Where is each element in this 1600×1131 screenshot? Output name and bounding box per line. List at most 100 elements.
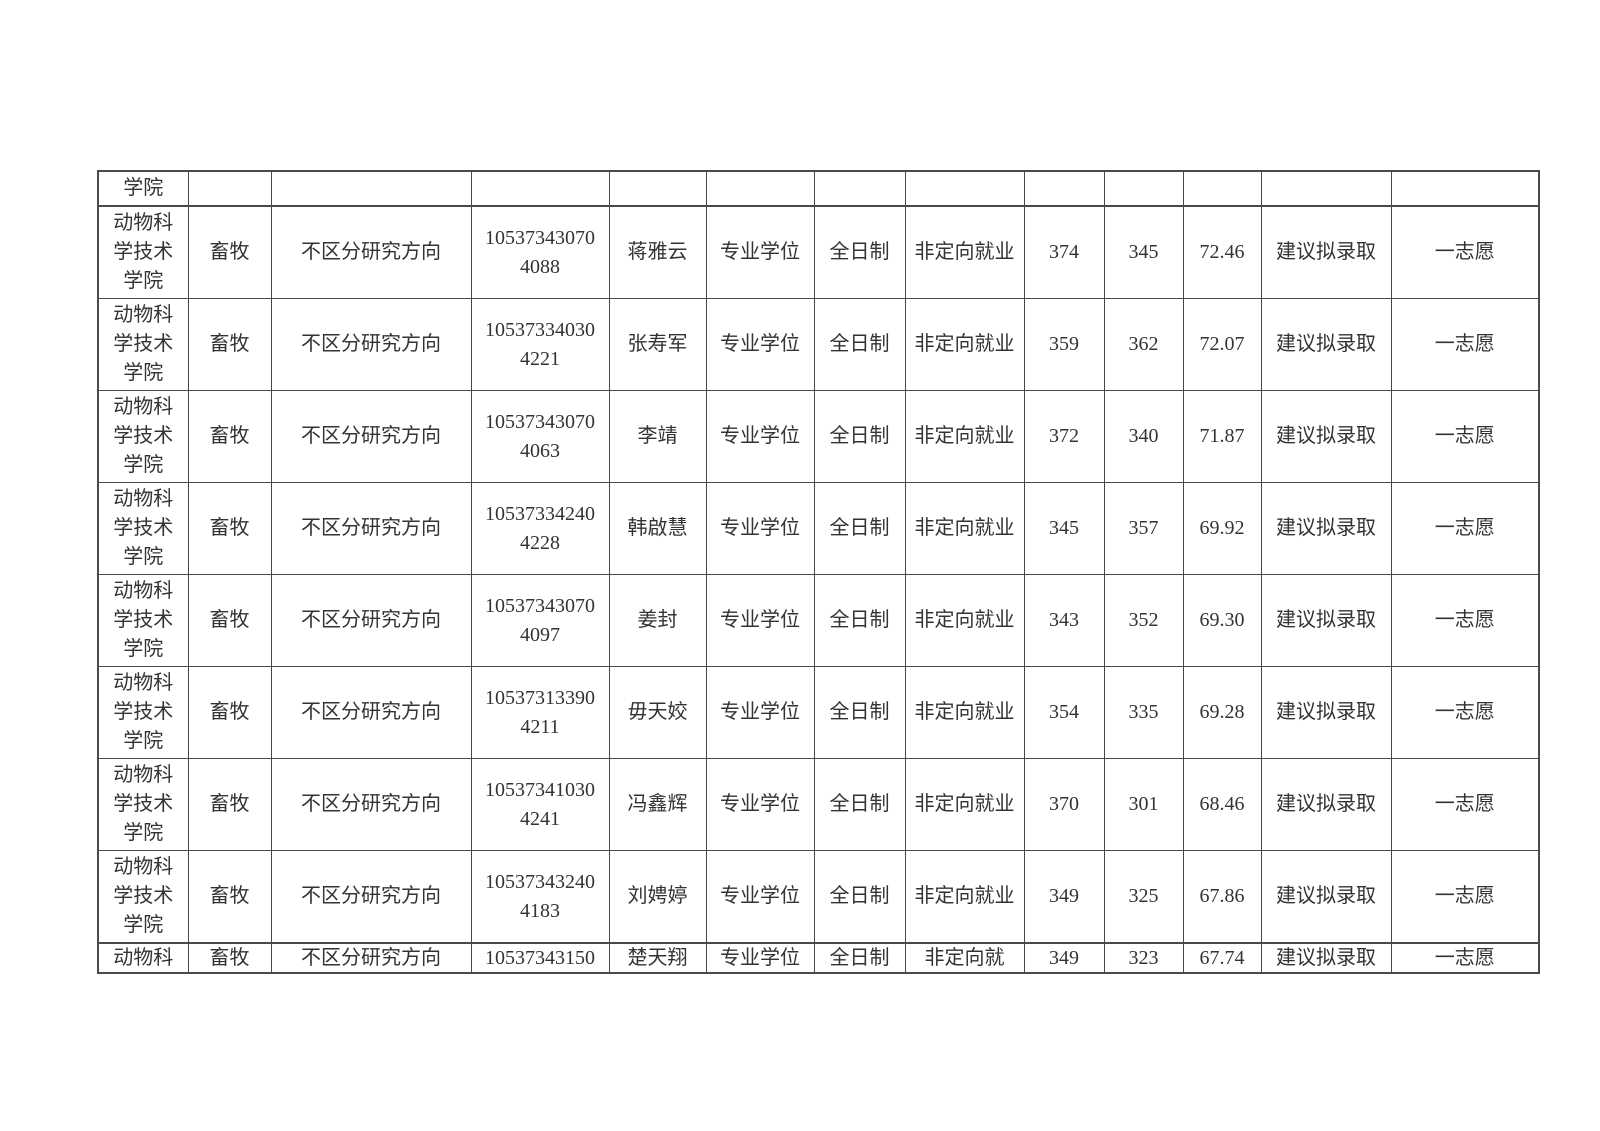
cell-research-direction: 不区分研究方向 [270,666,472,759]
cell-degree-type: 专业学位 [705,850,815,944]
cell-employment-type: 非定向就业 [904,205,1025,299]
admission-table-body: 学院 动物科学技术学院 畜牧 不区分研究方向 105373430704088 蒋… [97,170,1540,974]
cell-total-score: 71.87 [1182,390,1262,483]
table-row: 动物科学技术学院 畜牧 不区分研究方向 105373133904211 毋天姣 … [97,666,1540,759]
cell-name: 冯鑫辉 [608,758,707,851]
cell-employment-type: 非定向就业 [904,574,1025,667]
cell-initial-score [1023,170,1105,207]
cell-admission-decision: 建议拟录取 [1260,574,1392,667]
cell-retest-score: 335 [1103,666,1184,759]
cell-initial-score: 372 [1023,390,1105,483]
cell-research-direction: 不区分研究方向 [270,850,472,944]
cell-admission-decision: 建议拟录取 [1260,942,1392,974]
cell-total-score: 72.46 [1182,205,1262,299]
cell-initial-score: 354 [1023,666,1105,759]
cell-research-direction: 不区分研究方向 [270,205,472,299]
cell-college: 动物科学技术学院 [97,666,189,759]
cell-employment-type [904,170,1025,207]
cell-volunteer-choice: 一志愿 [1390,850,1540,944]
cell-total-score: 67.86 [1182,850,1262,944]
cell-degree-type: 专业学位 [705,298,815,391]
cell-initial-score: 349 [1023,850,1105,944]
cell-volunteer-choice: 一志愿 [1390,390,1540,483]
cell-total-score: 69.28 [1182,666,1262,759]
cell-candidate-id: 105373410304241 [470,758,610,851]
cell-candidate-id: 10537343150 [470,942,610,974]
cell-major [187,170,272,207]
cell-name: 韩啟慧 [608,482,707,575]
cell-volunteer-choice: 一志愿 [1390,298,1540,391]
cell-major: 畜牧 [187,390,272,483]
table-row: 学院 [97,170,1540,207]
cell-research-direction: 不区分研究方向 [270,942,472,974]
cell-employment-type: 非定向就业 [904,298,1025,391]
cell-name: 李靖 [608,390,707,483]
cell-retest-score: 340 [1103,390,1184,483]
cell-employment-type: 非定向就业 [904,482,1025,575]
cell-college: 动物科 [97,942,189,974]
cell-major: 畜牧 [187,942,272,974]
cell-major: 畜牧 [187,666,272,759]
cell-degree-type: 专业学位 [705,574,815,667]
cell-candidate-id: 105373430704097 [470,574,610,667]
cell-total-score: 69.92 [1182,482,1262,575]
cell-college: 动物科学技术学院 [97,482,189,575]
cell-study-mode: 全日制 [813,758,906,851]
cell-total-score [1182,170,1262,207]
cell-research-direction: 不区分研究方向 [270,574,472,667]
cell-study-mode: 全日制 [813,298,906,391]
cell-admission-decision: 建议拟录取 [1260,298,1392,391]
cell-volunteer-choice: 一志愿 [1390,942,1540,974]
cell-volunteer-choice: 一志愿 [1390,574,1540,667]
cell-retest-score: 357 [1103,482,1184,575]
cell-name: 张寿军 [608,298,707,391]
cell-admission-decision: 建议拟录取 [1260,758,1392,851]
cell-name: 刘娉婷 [608,850,707,944]
cell-volunteer-choice: 一志愿 [1390,205,1540,299]
cell-study-mode: 全日制 [813,390,906,483]
cell-initial-score: 374 [1023,205,1105,299]
cell-research-direction [270,170,472,207]
cell-total-score: 72.07 [1182,298,1262,391]
cell-retest-score: 325 [1103,850,1184,944]
table-row: 动物科学技术学院 畜牧 不区分研究方向 105373430704097 姜封 专… [97,574,1540,667]
cell-name: 姜封 [608,574,707,667]
cell-research-direction: 不区分研究方向 [270,482,472,575]
cell-research-direction: 不区分研究方向 [270,298,472,391]
cell-admission-decision: 建议拟录取 [1260,390,1392,483]
cell-retest-score: 301 [1103,758,1184,851]
cell-candidate-id: 105373133904211 [470,666,610,759]
table-row: 动物科学技术学院 畜牧 不区分研究方向 105373410304241 冯鑫辉 … [97,758,1540,851]
cell-study-mode: 全日制 [813,850,906,944]
cell-major: 畜牧 [187,574,272,667]
cell-candidate-id: 105373430704088 [470,205,610,299]
cell-degree-type: 专业学位 [705,390,815,483]
cell-degree-type: 专业学位 [705,758,815,851]
cell-candidate-id: 105373430704063 [470,390,610,483]
cell-college: 学院 [97,170,189,207]
cell-major: 畜牧 [187,850,272,944]
cell-name: 楚天翔 [608,942,707,974]
admission-table: 学院 动物科学技术学院 畜牧 不区分研究方向 105373430704088 蒋… [97,170,1540,974]
cell-employment-type: 非定向就业 [904,390,1025,483]
cell-employment-type: 非定向就业 [904,850,1025,944]
cell-initial-score: 359 [1023,298,1105,391]
cell-college: 动物科学技术学院 [97,850,189,944]
cell-study-mode: 全日制 [813,942,906,974]
cell-retest-score [1103,170,1184,207]
cell-college: 动物科学技术学院 [97,205,189,299]
table-row: 动物科学技术学院 畜牧 不区分研究方向 105373342404228 韩啟慧 … [97,482,1540,575]
cell-major: 畜牧 [187,298,272,391]
cell-major: 畜牧 [187,482,272,575]
cell-employment-type: 非定向就业 [904,758,1025,851]
table-row: 动物科学技术学院 畜牧 不区分研究方向 105373432404183 刘娉婷 … [97,850,1540,944]
cell-major: 畜牧 [187,758,272,851]
cell-retest-score: 362 [1103,298,1184,391]
table-row: 动物科学技术学院 畜牧 不区分研究方向 105373340304221 张寿军 … [97,298,1540,391]
cell-retest-score: 323 [1103,942,1184,974]
cell-volunteer-choice: 一志愿 [1390,758,1540,851]
cell-college: 动物科学技术学院 [97,298,189,391]
cell-study-mode: 全日制 [813,574,906,667]
table-row: 动物科学技术学院 畜牧 不区分研究方向 105373430704063 李靖 专… [97,390,1540,483]
